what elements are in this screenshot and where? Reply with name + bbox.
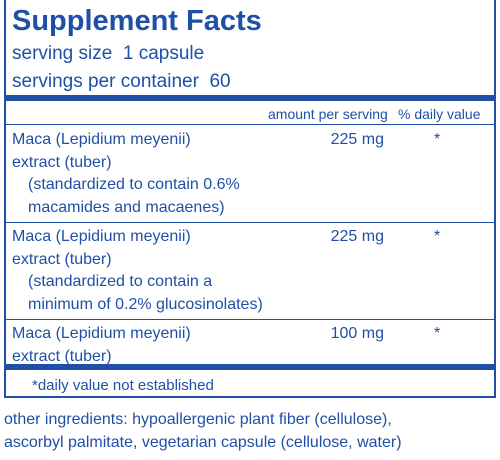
- thick-rule: [6, 364, 494, 370]
- ingredient-name: Maca (Lepidium meyenii): [12, 131, 191, 148]
- label-box: [4, 0, 496, 398]
- servings-per-container: servings per container 60: [12, 71, 231, 92]
- amount: 225 mg: [330, 228, 384, 245]
- ingredient-name: extract (tuber): [12, 153, 112, 171]
- other-ingredients: ascorbyl palmitate, vegetarian capsule (…: [4, 434, 402, 451]
- thin-rule: [6, 124, 494, 125]
- daily-value: *: [434, 228, 441, 245]
- title: Supplement Facts: [12, 5, 262, 37]
- footnote: *daily value not established: [32, 377, 214, 394]
- other-ingredients: other ingredients: hypoallergenic plant …: [4, 411, 392, 428]
- ingredient-name: Maca (Lepidium meyenii): [12, 228, 191, 245]
- amount: 225 mg: [330, 131, 384, 148]
- amount: 100 mg: [330, 325, 384, 342]
- column-header: % daily value: [398, 106, 481, 122]
- ingredient-name: extract (tuber): [12, 347, 112, 365]
- thin-rule: [6, 222, 494, 223]
- ingredient-note: (standardized to contain 0.6%: [28, 176, 240, 193]
- ingredient-note: minimum of 0.2% glucosinolates): [28, 295, 263, 313]
- serving-size: serving size 1 capsule: [12, 43, 205, 64]
- column-header: amount per serving: [268, 106, 388, 122]
- ingredient-name: extract (tuber): [12, 250, 112, 268]
- daily-value: *: [434, 325, 441, 342]
- ingredient-name: Maca (Lepidium meyenii): [12, 325, 191, 342]
- ingredient-note: (standardized to contain a: [28, 273, 213, 290]
- thick-rule: [6, 95, 494, 101]
- daily-value: *: [434, 131, 441, 148]
- ingredient-note: macamides and macaenes): [28, 198, 225, 216]
- thin-rule: [6, 319, 494, 320]
